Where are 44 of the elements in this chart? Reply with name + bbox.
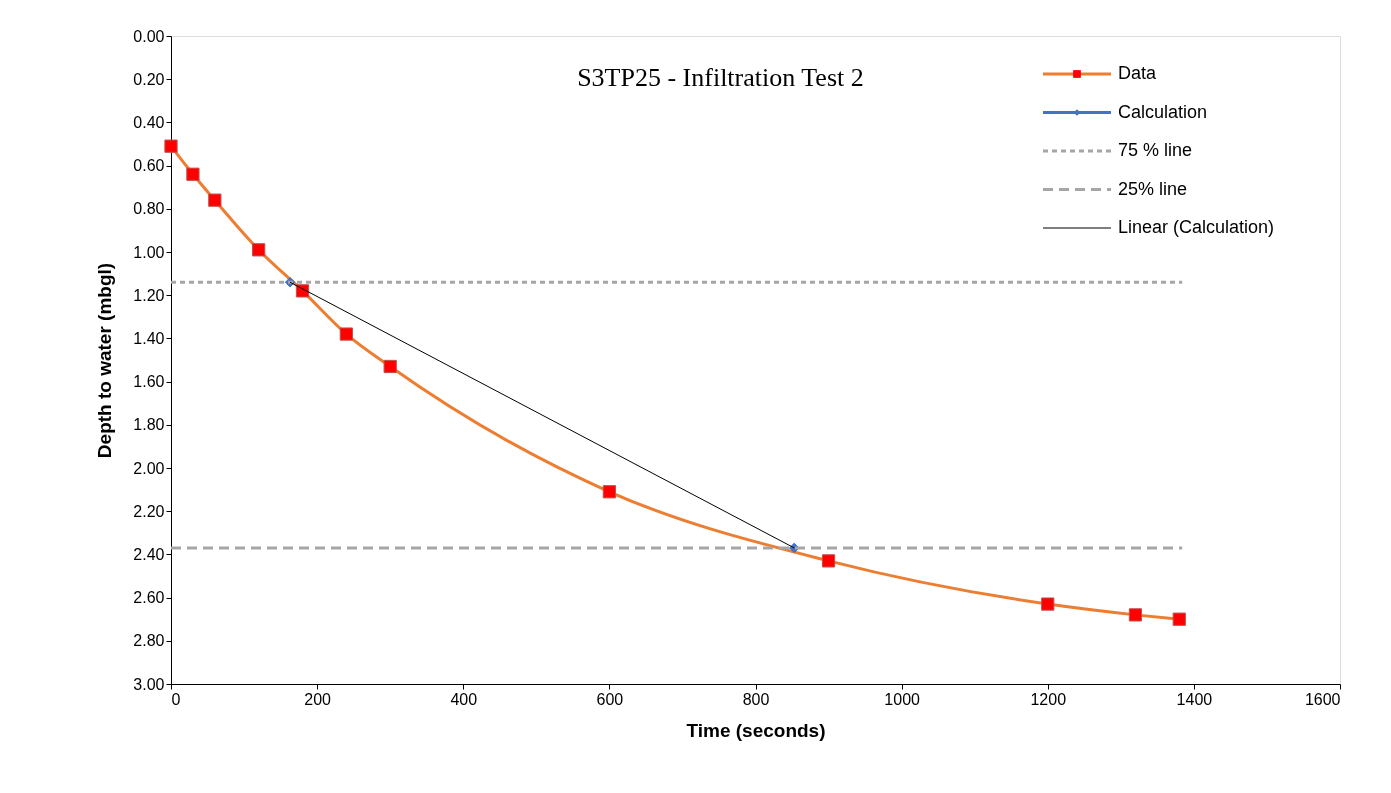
legend-label: 25% line	[1118, 178, 1188, 199]
y-tick-label: 0.20	[133, 70, 165, 88]
y-tick-label: 1.60	[133, 373, 165, 391]
point	[186, 167, 200, 181]
point	[821, 554, 836, 568]
legend-label: Linear (Calculation)	[1118, 217, 1275, 237]
y-tick-label: 0.80	[133, 200, 165, 218]
point	[1128, 608, 1143, 622]
x-tick-label: 400	[450, 690, 478, 708]
text: S3TP25 - Infiltration Test 2	[577, 63, 864, 92]
y-tick-label: 2.20	[133, 502, 165, 520]
x-tick-label: 1000	[884, 690, 921, 708]
x-tick-label: 1200	[1030, 690, 1067, 708]
y-tick-label: 1.00	[133, 243, 165, 261]
x-tick-label: 600	[596, 690, 624, 708]
legend-label: Calculation	[1118, 101, 1208, 122]
x-tick-label: 800	[742, 690, 770, 708]
legend-label: 75 % line	[1118, 140, 1193, 160]
y-tick-label: 1.80	[133, 416, 165, 434]
y-tick-label: 0.00	[133, 27, 165, 45]
x-tick-label: 0	[171, 690, 181, 708]
point	[164, 139, 178, 153]
point	[602, 485, 616, 499]
y-tick-label: 0.40	[133, 113, 165, 131]
point	[1172, 612, 1186, 626]
x-axis-title: Time (seconds)	[686, 719, 826, 741]
y-tick-label: 1.40	[133, 329, 165, 347]
y-tick-label: 2.80	[133, 632, 165, 650]
x-tick-label: 1600	[1304, 690, 1341, 708]
point	[1041, 597, 1055, 611]
y-tick-label: 2.40	[133, 545, 165, 563]
y-tick-label: 1.20	[133, 286, 165, 304]
point	[208, 193, 222, 207]
legend-label: Data	[1118, 63, 1158, 83]
point	[252, 243, 266, 257]
y-tick-label: 2.00	[133, 459, 165, 477]
y-tick-label: 0.60	[133, 157, 165, 175]
point	[339, 327, 353, 341]
y-axis-title: Depth to water (mbgl)	[94, 262, 116, 459]
y-tick-label: 3.00	[133, 675, 165, 693]
x-tick-label: 200	[304, 690, 332, 708]
point	[383, 359, 397, 374]
x-tick-label: 1400	[1176, 690, 1213, 708]
y-tick-label: 2.60	[133, 589, 165, 607]
